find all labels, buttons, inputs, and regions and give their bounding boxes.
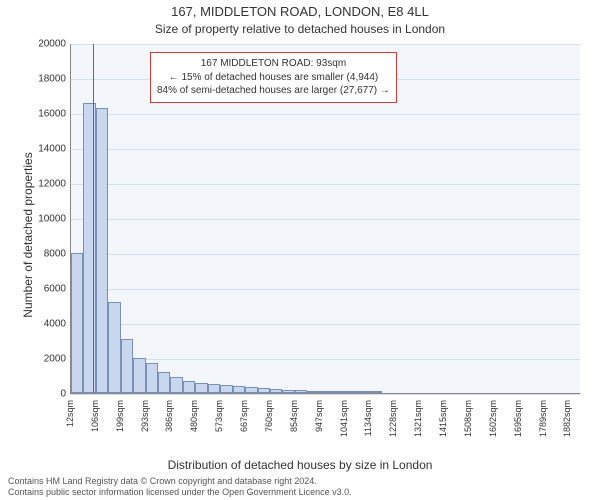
chart-subtitle: Size of property relative to detached ho… <box>0 22 600 36</box>
attribution: Contains HM Land Registry data © Crown c… <box>8 476 592 498</box>
callout-line-3: 84% of semi-detached houses are larger (… <box>157 84 390 98</box>
histogram-bar <box>270 389 282 393</box>
histogram-bar <box>83 103 95 394</box>
histogram-bar <box>158 372 170 393</box>
x-tick-label: 1508sqm <box>463 400 473 437</box>
y-tick-label: 2000 <box>28 354 66 365</box>
x-tick-label: 1602sqm <box>488 400 498 437</box>
gridline <box>71 184 580 185</box>
histogram-bar <box>295 390 307 393</box>
x-tick-label: 480sqm <box>189 400 199 432</box>
attribution-line-1: Contains HM Land Registry data © Crown c… <box>8 476 592 487</box>
histogram-bar <box>345 391 357 393</box>
gridline <box>71 324 580 325</box>
x-tick-label: 1228sqm <box>388 400 398 437</box>
attribution-line-2: Contains public sector information licen… <box>8 487 592 498</box>
gridline <box>71 289 580 290</box>
x-tick-label: 1041sqm <box>339 400 349 437</box>
histogram-bar <box>282 390 294 394</box>
histogram-bar <box>183 381 195 393</box>
histogram-bar <box>71 253 83 393</box>
callout-line-1: 167 MIDDLETON ROAD: 93sqm <box>157 57 390 71</box>
y-tick-label: 18000 <box>28 74 66 85</box>
histogram-bar <box>357 391 369 393</box>
y-tick-label: 0 <box>28 389 66 400</box>
reference-callout: 167 MIDDLETON ROAD: 93sqm ← 15% of detac… <box>150 52 397 103</box>
gridline <box>71 44 580 45</box>
y-tick-label: 6000 <box>28 284 66 295</box>
histogram-bar <box>108 302 120 393</box>
y-tick-label: 16000 <box>28 109 66 120</box>
gridline <box>71 114 580 115</box>
x-tick-label: 1134sqm <box>363 400 373 436</box>
y-tick-label: 4000 <box>28 319 66 330</box>
gridline <box>71 149 580 150</box>
y-tick-label: 8000 <box>28 249 66 260</box>
y-tick-label: 10000 <box>28 214 66 225</box>
x-tick-label: 199sqm <box>115 400 125 432</box>
histogram-bar <box>170 377 182 393</box>
histogram-bar <box>307 391 319 393</box>
x-tick-label: 667sqm <box>239 400 249 432</box>
histogram-bar <box>121 339 133 393</box>
x-tick-label: 386sqm <box>164 400 174 432</box>
chart-plot-area: 167 MIDDLETON ROAD: 93sqm ← 15% of detac… <box>70 44 580 394</box>
histogram-bar <box>258 388 270 393</box>
x-axis-label: Distribution of detached houses by size … <box>0 458 600 472</box>
histogram-bar <box>220 385 232 393</box>
x-tick-label: 293sqm <box>140 400 150 432</box>
histogram-bar <box>146 363 158 393</box>
histogram-bar <box>133 358 145 393</box>
x-tick-label: 573sqm <box>214 400 224 432</box>
x-tick-label: 1695sqm <box>513 400 523 437</box>
histogram-bar <box>208 384 220 393</box>
histogram-bar <box>245 387 257 393</box>
gridline <box>71 394 580 395</box>
x-tick-label: 106sqm <box>90 400 100 432</box>
y-tick-label: 20000 <box>28 39 66 50</box>
callout-line-2: ← 15% of detached houses are smaller (4,… <box>157 71 390 85</box>
gridline <box>71 254 580 255</box>
x-tick-label: 947sqm <box>314 400 324 432</box>
page-title: 167, MIDDLETON ROAD, LONDON, E8 4LL <box>0 4 600 19</box>
histogram-bar <box>233 386 245 393</box>
x-tick-label: 1321sqm <box>413 400 423 437</box>
x-tick-label: 12sqm <box>65 400 75 427</box>
histogram-bar <box>96 108 108 393</box>
x-tick-label: 760sqm <box>264 400 274 432</box>
x-tick-label: 1789sqm <box>538 400 548 437</box>
histogram-bar <box>332 391 344 393</box>
gridline <box>71 359 580 360</box>
x-tick-label: 854sqm <box>289 400 299 432</box>
histogram-bar <box>369 391 381 393</box>
x-tick-label: 1415sqm <box>438 400 448 437</box>
x-tick-label: 1882sqm <box>562 400 572 437</box>
y-tick-label: 12000 <box>28 179 66 190</box>
y-tick-label: 14000 <box>28 144 66 155</box>
reference-line <box>93 44 94 393</box>
histogram-bar <box>320 391 332 393</box>
histogram-bar <box>195 383 207 394</box>
gridline <box>71 219 580 220</box>
y-axis-label: Number of detached properties <box>21 135 35 335</box>
